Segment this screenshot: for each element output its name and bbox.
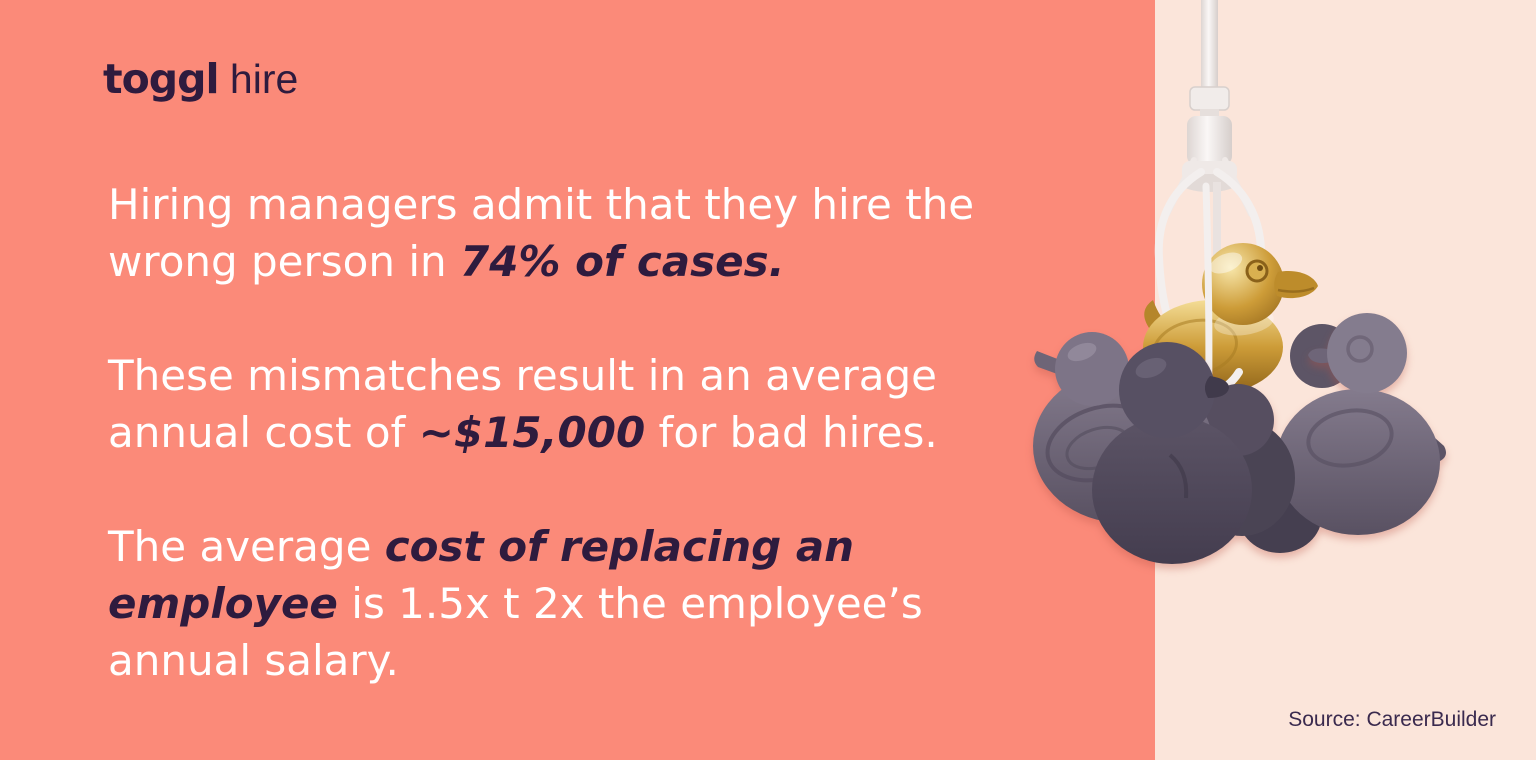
claw-machine-arm-icon <box>1154 0 1266 376</box>
stat-3-highlight: cost of replacing an employee <box>108 522 855 628</box>
stat-paragraph-annual-cost: These mismatches result in an average an… <box>108 347 1028 461</box>
stat-3-text-post: is 1.5x t 2x the employee’s annual salar… <box>108 579 923 685</box>
stat-1-highlight: 74% of cases. <box>459 237 785 286</box>
stat-2-highlight: ~$15,000 <box>418 408 646 457</box>
source-attribution: Source: CareerBuilder <box>1288 708 1496 731</box>
stat-paragraph-replacement-cost: The average cost of replacing an employe… <box>108 518 1028 689</box>
stat-3-text: The average <box>108 522 385 571</box>
gray-duck-pile-icon <box>1033 313 1446 564</box>
stat-1-text: Hiring managers admit that they hire the… <box>108 180 975 286</box>
logo-toggl-text: toggl <box>103 55 220 103</box>
stat-2-text-post: for bad hires. <box>645 408 938 457</box>
toggl-hire-logo: toggl hire <box>103 56 298 102</box>
claw-machine-illustration <box>1033 0 1446 564</box>
logo-hire-text: hire <box>218 56 299 102</box>
stat-paragraph-hiring-mistakes: Hiring managers admit that they hire the… <box>108 176 1028 290</box>
stats-text-block: Hiring managers admit that they hire the… <box>108 176 1028 746</box>
stat-2-text: These mismatches result in an average an… <box>108 351 938 457</box>
